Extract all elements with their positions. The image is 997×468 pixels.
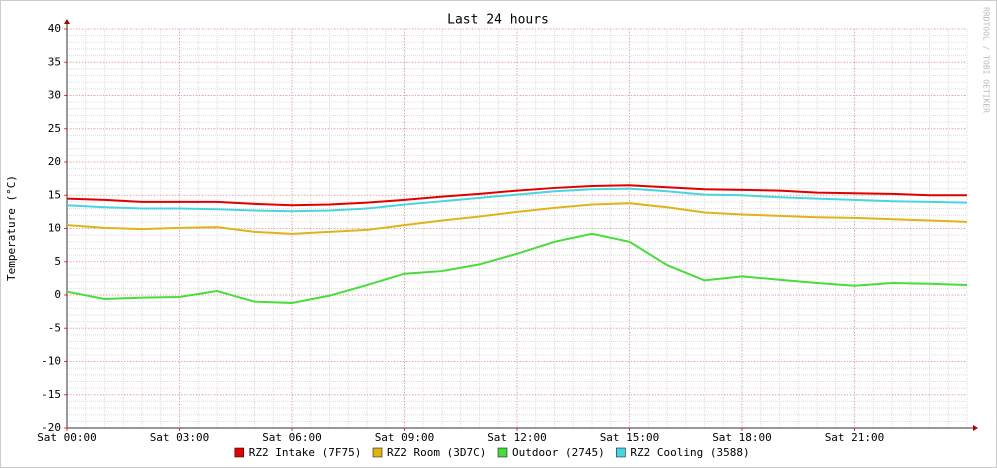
legend-label: RZ2 Intake (7F75): [249, 446, 362, 459]
y-tick-label: -5: [48, 321, 61, 334]
y-tick-label: -15: [41, 388, 61, 401]
legend-swatch: [372, 447, 383, 458]
data-line: [66, 232, 968, 304]
legend-label: RZ2 Room (3D7C): [387, 446, 486, 459]
data-line: [66, 202, 968, 235]
axis-arrow: [973, 425, 978, 431]
data-line: [66, 184, 967, 207]
chart-title: Last 24 hours: [447, 13, 549, 28]
y-tick-label: 30: [48, 89, 61, 102]
y-tick-label: -10: [41, 355, 61, 368]
y-tick-label: 0: [54, 288, 61, 301]
side-note: RRDTOOL / TOBI OETIKER: [982, 7, 991, 113]
x-tick-label: Sat 00:00: [37, 431, 97, 444]
legend-label: RZ2 Cooling (3588): [630, 446, 749, 459]
x-tick-label: Sat 06:00: [262, 431, 322, 444]
x-tick-label: Sat 12:00: [487, 431, 547, 444]
legend-label: Outdoor (2745): [512, 446, 605, 459]
y-tick-label: -20: [41, 421, 61, 434]
y-tick-label: 10: [48, 222, 61, 235]
x-tick-label: Sat 21:00: [825, 431, 885, 444]
x-tick-label: Sat 18:00: [712, 431, 772, 444]
legend-swatch: [234, 447, 245, 458]
y-tick-label: 15: [48, 188, 61, 201]
y-tick-label: 5: [54, 255, 61, 268]
legend-swatch: [497, 447, 508, 458]
x-tick-label: Sat 15:00: [600, 431, 660, 444]
legend-swatch: [616, 447, 626, 458]
axis-arrow: [64, 19, 70, 24]
y-tick-label: 25: [48, 122, 61, 135]
y-tick-label: 20: [48, 155, 61, 168]
x-tick-label: Sat 09:00: [375, 431, 435, 444]
y-tick-label: 35: [48, 55, 61, 68]
x-tick-label: Sat 03:00: [150, 431, 210, 444]
data-line: [66, 187, 968, 213]
y-tick-label: 40: [48, 22, 61, 35]
y-axis-label: Temperature (°C): [5, 175, 18, 281]
